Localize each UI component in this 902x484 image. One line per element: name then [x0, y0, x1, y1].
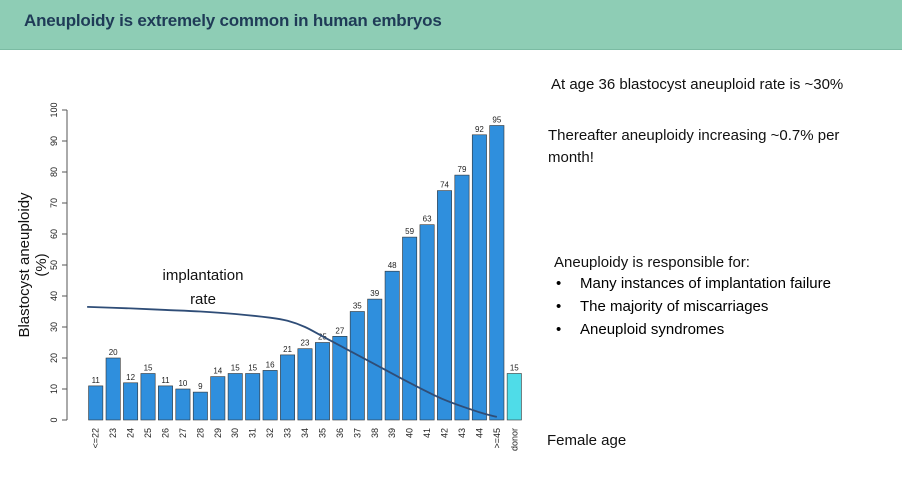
implantation-rate-label: implantation rate — [162, 267, 244, 308]
x-tick-label: 27 — [178, 428, 188, 438]
x-tick-label: 36 — [335, 428, 345, 438]
bar — [158, 385, 173, 421]
bar — [349, 311, 365, 421]
bar-value-label: 15 — [231, 364, 240, 373]
y-tick-label: 0 — [49, 417, 59, 422]
responsible-heading: Aneuploidy is responsible for: — [554, 254, 750, 271]
bar-value-label: 15 — [510, 364, 519, 373]
slide-title: Aneuploidy is extremely common in human … — [24, 11, 442, 30]
x-axis-label: Female age — [547, 432, 627, 449]
bar — [454, 174, 470, 421]
bar-value-label: 59 — [405, 227, 414, 236]
x-tick-label: 44 — [474, 428, 484, 438]
x-tick-label: 30 — [230, 428, 240, 438]
age36-statement: At age 36 blastocyst aneuploid rate is ~… — [551, 76, 844, 93]
x-tick-label: 37 — [352, 428, 362, 438]
x-tick-label: 29 — [213, 428, 223, 438]
bar — [332, 335, 348, 421]
bar-value-label: 16 — [266, 360, 275, 369]
responsible-list: Many instances of implantation failure T… — [554, 272, 831, 341]
bar — [437, 190, 452, 421]
bar — [262, 370, 278, 421]
x-tick-label: 35 — [317, 428, 327, 438]
bar — [105, 357, 121, 421]
bar-value-label: 63 — [423, 215, 432, 224]
x-tick-label: 26 — [160, 428, 170, 438]
bar-value-label: 27 — [335, 326, 344, 335]
x-tick-label: 31 — [248, 428, 258, 438]
bar — [506, 373, 522, 421]
bar-value-label: 11 — [161, 376, 170, 385]
bar-value-label: 23 — [301, 339, 310, 348]
bar — [123, 382, 139, 421]
bar — [192, 391, 208, 421]
implantation-rate-line — [87, 305, 498, 418]
bar-value-label: 21 — [283, 345, 292, 354]
y-tick-label: 20 — [49, 353, 59, 363]
list-item: The majority of miscarriages — [554, 295, 831, 318]
bar — [384, 270, 400, 421]
y-tick-label: 70 — [49, 198, 59, 208]
x-tick-label: >=45 — [492, 428, 502, 449]
y-tick-label: 90 — [49, 136, 59, 146]
x-tick-label: 40 — [405, 428, 415, 438]
bar-value-label: 74 — [440, 181, 449, 190]
list-item: Aneuploid syndromes — [554, 318, 831, 341]
bar-value-label: 95 — [492, 116, 501, 125]
title-bar: Aneuploidy is extremely common in human … — [0, 0, 902, 50]
bar — [367, 298, 383, 421]
thereafter-statement: Thereafter aneuploidy increasing ~0.7% p… — [548, 127, 840, 166]
y-tick-label: 50 — [49, 260, 59, 270]
bar — [175, 388, 191, 421]
y-tick-label: 80 — [49, 167, 59, 177]
x-tick-label: 25 — [143, 428, 153, 438]
bar-value-label: 10 — [178, 379, 187, 388]
x-tick-label: 42 — [440, 428, 450, 438]
bar — [314, 342, 330, 421]
bar-value-label: 35 — [353, 302, 362, 311]
bar-value-label: 20 — [109, 348, 118, 357]
bar-value-label: 12 — [126, 373, 135, 382]
x-tick-label: 39 — [387, 428, 397, 438]
x-tick-label: 28 — [195, 428, 205, 438]
bar — [210, 376, 226, 421]
bar-value-label: 11 — [92, 376, 101, 385]
bar-value-label: 14 — [213, 367, 222, 376]
x-tick-label: 23 — [108, 428, 118, 438]
x-tick-label: 41 — [422, 428, 432, 438]
bar-value-label: 92 — [475, 125, 484, 134]
bar-value-label: 15 — [144, 364, 153, 373]
bar-value-label: 15 — [248, 364, 257, 373]
bar — [489, 125, 505, 421]
x-tick-label: <=22 — [91, 428, 101, 449]
y-tick-label: 30 — [49, 322, 59, 332]
y-axis-label: Blastocyst aneuploidy (%) — [16, 192, 50, 338]
bar-value-label: 48 — [388, 261, 397, 270]
x-tick-label: 34 — [300, 428, 310, 438]
y-tick-label: 100 — [49, 102, 59, 117]
bar-value-label: 9 — [198, 382, 203, 391]
bar — [471, 134, 487, 421]
bar — [280, 354, 296, 421]
bar — [297, 348, 313, 421]
list-item: Many instances of implantation failure — [554, 272, 831, 295]
bar-value-label: 79 — [458, 165, 467, 174]
y-tick-label: 10 — [49, 384, 59, 394]
x-tick-label: donor — [509, 428, 519, 451]
x-tick-label: 33 — [283, 428, 293, 438]
x-tick-label: 24 — [126, 428, 136, 438]
bar — [88, 385, 104, 421]
bar — [402, 236, 418, 421]
y-tick-label: 60 — [49, 229, 59, 239]
bar-value-label: 39 — [370, 289, 379, 298]
bar — [140, 373, 156, 421]
y-tick-label: 40 — [49, 291, 59, 301]
bar — [227, 373, 243, 421]
x-tick-label: 43 — [457, 428, 467, 438]
bar — [245, 373, 261, 421]
x-tick-label: 38 — [370, 428, 380, 438]
bar — [419, 224, 435, 421]
x-tick-label: 32 — [265, 428, 275, 438]
